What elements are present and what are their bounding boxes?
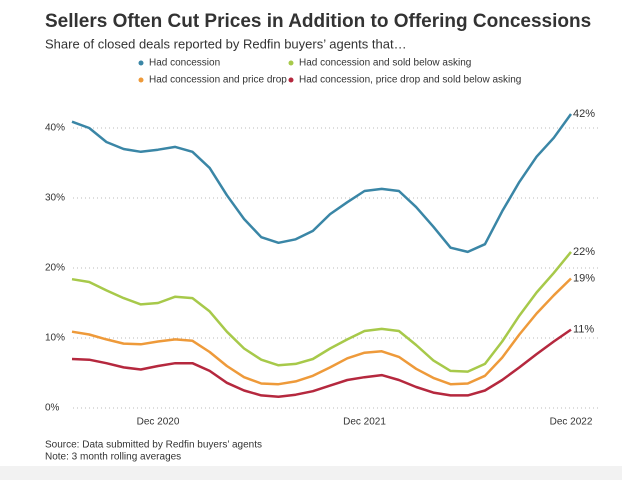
legend-marker — [288, 77, 294, 83]
legend-label: Had concession and price drop — [149, 75, 287, 86]
footer-strip — [0, 466, 622, 480]
series-line — [71, 328, 572, 399]
legend-label: Had concession and sold below asking — [299, 58, 471, 69]
legend-marker — [138, 60, 144, 66]
y-tick-label: 0% — [45, 403, 60, 414]
y-tick-label: 10% — [45, 333, 65, 344]
x-tick-label: Dec 2022 — [550, 417, 593, 428]
series-line — [71, 277, 572, 386]
legend-marker — [288, 60, 294, 66]
x-tick-label: Dec 2021 — [343, 417, 386, 428]
value-label: 19% — [573, 272, 595, 284]
x-tick-label: Dec 2020 — [137, 417, 180, 428]
source: Source: Data submitted by Redfin buyers’… — [45, 440, 262, 451]
chart-subtitle: Share of closed deals reported by Redfin… — [45, 36, 407, 51]
y-tick-label: 40% — [45, 123, 65, 134]
series-line — [71, 251, 572, 373]
chart-title: Sellers Often Cut Prices in Addition to … — [45, 11, 591, 32]
series-line — [71, 113, 573, 254]
y-tick-label: 30% — [45, 193, 65, 204]
value-label: 22% — [573, 246, 595, 258]
legend-marker — [138, 77, 144, 83]
value-label: 11% — [573, 324, 594, 336]
y-tick-label: 20% — [45, 263, 65, 274]
legend-label: Had concession, price drop and sold belo… — [299, 75, 521, 86]
note: Note: 3 month rolling averages — [45, 452, 181, 463]
value-label: 42% — [573, 108, 595, 120]
legend-label: Had concession — [149, 58, 220, 69]
